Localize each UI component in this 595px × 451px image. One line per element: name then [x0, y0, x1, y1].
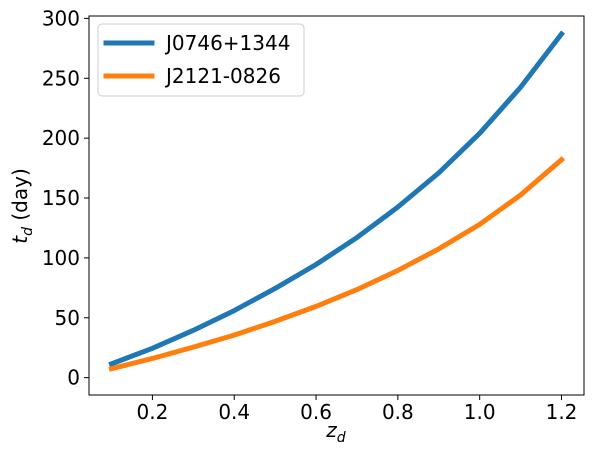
x-tick-label: 0.6: [300, 400, 332, 424]
y-tick-label: 250: [42, 66, 80, 90]
y-tick-label: 0: [67, 366, 80, 390]
legend-label-j2121: J2121-0826: [164, 64, 281, 88]
y-tick-label: 300: [42, 6, 80, 30]
x-axis-ticks: 0.2 0.4 0.6 0.8 1.0 1.2: [137, 395, 578, 424]
legend-label-j0746: J0746+1344: [164, 31, 290, 55]
plot-frame: [88, 15, 585, 396]
series-line-1: [108, 156, 566, 372]
x-tick-label: 1.0: [464, 400, 496, 424]
legend: J0746+1344 J2121-0826: [97, 23, 305, 97]
y-tick-label: 50: [55, 306, 80, 330]
series-line-0: [108, 30, 566, 368]
x-axis-label: zd: [325, 418, 346, 446]
x-tick-label: 0.2: [137, 400, 169, 424]
y-axis-ticks: 0 50 100 150 200 250 300: [42, 6, 89, 390]
series-lines: [108, 30, 566, 372]
x-tick-label: 0.4: [218, 400, 250, 424]
y-tick-label: 200: [42, 126, 80, 150]
x-tick-label: 0.8: [382, 400, 414, 424]
y-axis-label: td (day): [8, 168, 36, 243]
x-tick-label: 1.2: [546, 400, 578, 424]
y-tick-label: 100: [42, 246, 80, 270]
y-tick-label: 150: [42, 186, 80, 210]
